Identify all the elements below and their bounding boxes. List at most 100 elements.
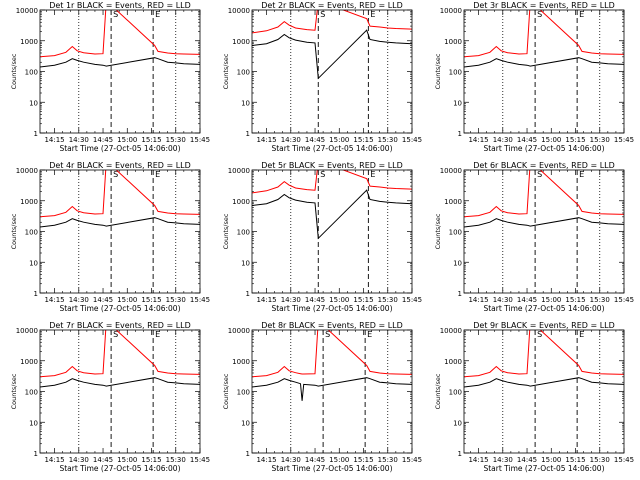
x-tick-label: 14:30 [69,296,89,304]
y-tick-label: 1000 [232,38,250,46]
panel-title: Det 6r BLACK = Events, RED = LLD [473,161,615,170]
series-events-line [40,57,200,68]
series-events-line [464,217,624,228]
panel-1: Det 1r BLACK = Events, RED = LLD 1 10 100 10… [10,1,210,153]
x-tick-label: 14:30 [281,456,301,464]
series-lld-line [40,10,200,58]
y-tick-label: 100 [449,229,462,237]
x-tick-label: 14:30 [281,136,301,144]
plot-frame [251,9,413,134]
x-tick-label: 15:15 [353,136,373,144]
x-tick-label: 15:30 [378,136,398,144]
x-tick-label: 14:45 [305,136,325,144]
x-tick-label: 14:15 [468,136,488,144]
x-tick-label: 15:30 [378,296,398,304]
x-tick-label: 15:30 [166,296,186,304]
series-events-line [464,57,624,68]
panel-title: Det 9r BLACK = Events, RED = LLD [473,321,615,330]
y-tick-label: 1 [246,290,250,298]
x-tick-label: 15:00 [541,456,561,464]
x-tick-label: 14:45 [517,296,537,304]
panel-title: Det 7r BLACK = Events, RED = LLD [49,321,191,330]
x-tick-label: 15:15 [565,136,585,144]
x-tick-label: 15:15 [141,296,161,304]
series-lld-line [464,330,624,378]
series-lld-line [40,170,200,218]
marker-label-e: E [155,170,160,179]
x-tick-label: 15:15 [565,456,585,464]
x-axis-label: Start Time (27-Oct-05 14:06:00) [59,144,180,153]
marker-label-s: S [325,330,330,339]
x-tick-label: 14:45 [517,456,537,464]
x-tick-label: 14:30 [493,456,513,464]
marker-label-e: E [579,330,584,339]
x-tick-label: 14:45 [305,296,325,304]
x-tick-label: 15:00 [541,136,561,144]
panel-3: Det 3r BLACK = Events, RED = LLD 1 10 100 10… [434,1,634,153]
x-tick-label: 15:00 [541,296,561,304]
y-axis-label: Counts/sec [434,213,442,249]
y-tick-label: 10 [241,99,250,107]
y-tick-label: 100 [449,69,462,77]
x-tick-label: 15:30 [166,136,186,144]
y-tick-label: 10000 [228,167,250,175]
x-axis-label: Start Time (27-Oct-05 14:06:00) [483,464,604,473]
x-tick-label: 14:30 [493,136,513,144]
y-tick-label: 1000 [444,358,462,366]
series-events-line [252,29,412,80]
y-tick-label: 100 [449,389,462,397]
x-tick-label: 14:15 [256,296,276,304]
y-axis-label: Counts/sec [434,373,442,409]
y-tick-label: 10 [453,419,462,427]
y-tick-label: 100 [25,69,38,77]
x-tick-label: 15:45 [614,136,634,144]
x-tick-label: 15:30 [166,456,186,464]
y-tick-label: 1000 [444,38,462,46]
y-tick-label: 1 [246,130,250,138]
x-tick-label: 15:45 [402,456,422,464]
panel-title: Det 8r BLACK = Events, RED = LLD [261,321,403,330]
y-tick-label: 1000 [444,198,462,206]
marker-label-s: S [320,10,325,19]
y-tick-label: 10000 [440,327,462,335]
series-lld-line [40,330,200,378]
y-tick-label: 10 [241,419,250,427]
x-axis-label: Start Time (27-Oct-05 14:06:00) [483,304,604,313]
series-lld-line [252,10,412,34]
panel-6: Det 6r BLACK = Events, RED = LLD 1 10 100 10… [434,161,634,313]
y-tick-label: 1 [34,130,38,138]
y-tick-label: 100 [237,229,250,237]
y-tick-label: 1000 [232,358,250,366]
x-tick-label: 14:30 [69,136,89,144]
y-tick-label: 10000 [228,327,250,335]
x-tick-label: 15:00 [117,296,137,304]
panel-9: Det 9r BLACK = Events, RED = LLD 1 10 100 10… [434,321,634,473]
x-axis-label: Start Time (27-Oct-05 14:06:00) [59,304,180,313]
marker-label-s: S [537,170,542,179]
y-tick-label: 10000 [16,327,38,335]
x-tick-label: 15:00 [117,136,137,144]
marker-label-s: S [320,170,325,179]
marker-label-e: E [370,170,375,179]
y-tick-label: 1000 [20,198,38,206]
y-axis-label: Counts/sec [222,373,230,409]
y-tick-label: 10 [453,259,462,267]
y-tick-label: 100 [25,229,38,237]
panel-title: Det 2r BLACK = Events, RED = LLD [261,1,403,10]
x-tick-label: 15:15 [565,296,585,304]
y-tick-label: 1000 [20,358,38,366]
x-axis-label: Start Time (27-Oct-05 14:06:00) [271,304,392,313]
x-tick-label: 15:30 [590,456,610,464]
x-tick-label: 14:15 [256,456,276,464]
x-tick-label: 14:45 [305,456,325,464]
plot-frame [39,329,201,454]
marker-label-e: E [367,330,372,339]
y-tick-label: 1 [34,290,38,298]
y-tick-label: 10 [29,99,38,107]
x-tick-label: 14:15 [44,456,64,464]
y-tick-label: 1 [458,290,462,298]
marker-label-s: S [537,10,542,19]
x-tick-label: 14:45 [93,456,113,464]
